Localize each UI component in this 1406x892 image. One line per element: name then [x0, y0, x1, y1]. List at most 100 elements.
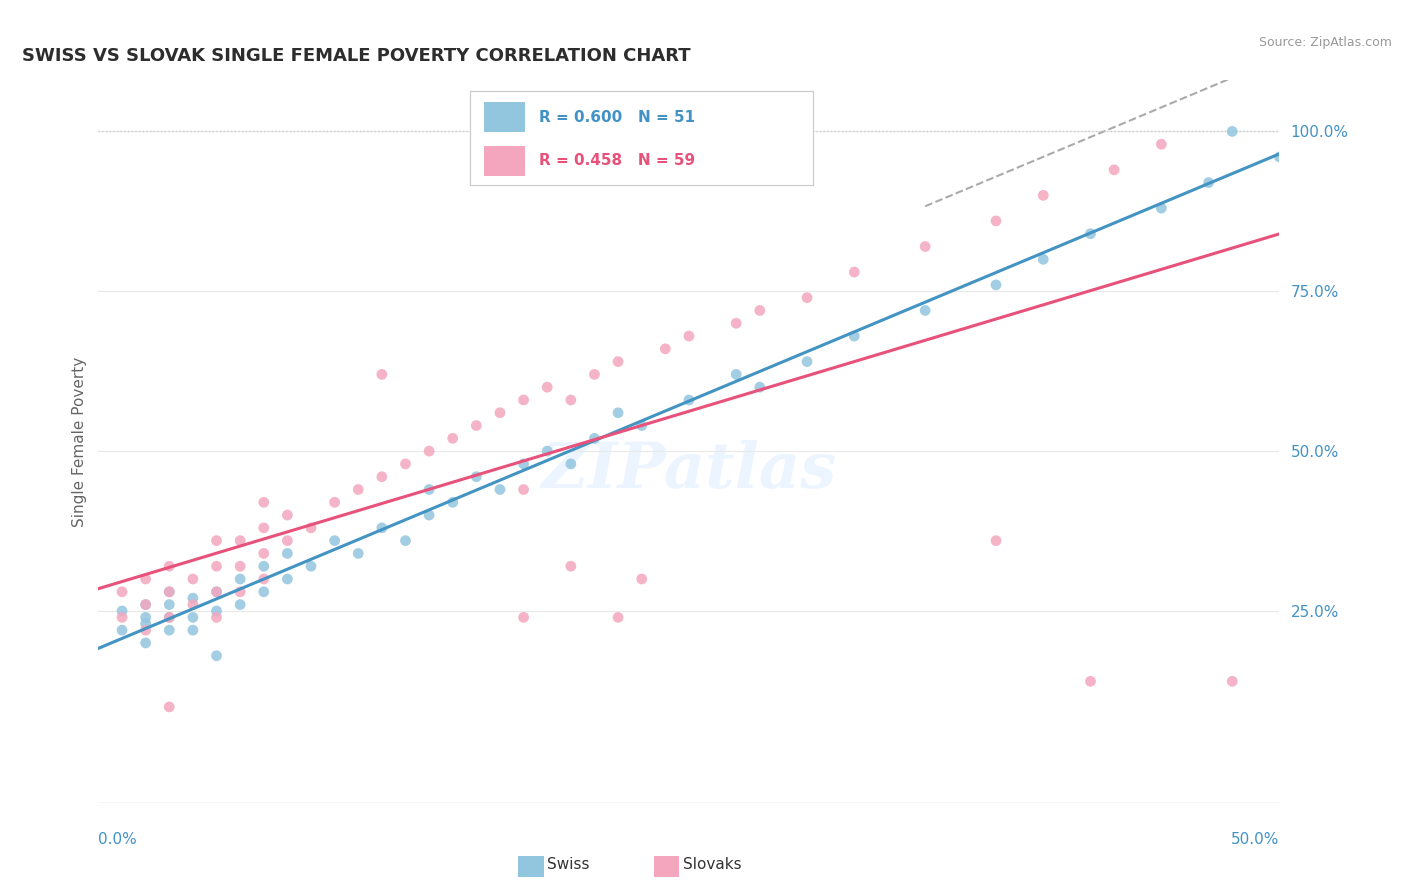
Point	[512, 392, 534, 407]
Point	[205, 648, 228, 663]
Point	[796, 291, 818, 305]
Point	[914, 303, 936, 318]
Point	[253, 584, 276, 599]
Point	[1032, 252, 1054, 267]
Point	[583, 368, 606, 382]
Point	[748, 303, 770, 318]
Point	[323, 495, 346, 509]
Point	[135, 598, 157, 612]
Y-axis label: Single Female Poverty: Single Female Poverty	[72, 357, 87, 526]
Point	[276, 508, 298, 522]
Point	[748, 124, 770, 138]
Point	[181, 598, 204, 612]
Point	[1268, 150, 1291, 164]
Point	[205, 584, 228, 599]
Point	[1220, 674, 1243, 689]
Point	[181, 591, 204, 606]
Point	[1150, 137, 1173, 152]
Point	[512, 483, 534, 497]
Point	[984, 214, 1007, 228]
Point	[748, 380, 770, 394]
Point	[512, 457, 534, 471]
Point	[253, 559, 276, 574]
Point	[299, 559, 322, 574]
Text: Slovaks: Slovaks	[683, 856, 741, 871]
Point	[1150, 201, 1173, 215]
Point	[205, 610, 228, 624]
Point	[489, 406, 512, 420]
Point	[725, 368, 748, 382]
Point	[111, 604, 134, 618]
Point	[157, 610, 180, 624]
Point	[135, 610, 157, 624]
Point	[394, 533, 416, 548]
Point	[135, 636, 157, 650]
Point	[253, 495, 276, 509]
Point	[1080, 674, 1102, 689]
Point	[512, 610, 534, 624]
FancyBboxPatch shape	[654, 855, 679, 877]
Point	[678, 124, 700, 138]
Point	[135, 598, 157, 612]
Point	[229, 584, 252, 599]
Point	[229, 598, 252, 612]
Text: 50.0%: 50.0%	[1232, 831, 1279, 847]
Point	[135, 623, 157, 637]
Point	[630, 418, 652, 433]
Point	[844, 329, 866, 343]
Point	[205, 584, 228, 599]
Point	[157, 699, 180, 714]
Point	[560, 559, 582, 574]
Point	[465, 418, 488, 433]
Point	[418, 444, 440, 458]
Point	[607, 354, 630, 368]
Point	[276, 546, 298, 560]
Point	[299, 521, 322, 535]
Point	[229, 559, 252, 574]
Point	[607, 406, 630, 420]
Point	[253, 521, 276, 535]
Point	[157, 610, 180, 624]
Point	[560, 392, 582, 407]
Point	[725, 316, 748, 330]
Point	[654, 342, 676, 356]
Point	[371, 469, 394, 483]
Point	[1198, 176, 1220, 190]
Point	[229, 572, 252, 586]
Point	[489, 483, 512, 497]
Point	[181, 623, 204, 637]
Point	[371, 368, 394, 382]
Point	[630, 572, 652, 586]
Point	[276, 533, 298, 548]
Point	[157, 584, 180, 599]
Point	[205, 604, 228, 618]
Point	[984, 533, 1007, 548]
Point	[394, 457, 416, 471]
Point	[276, 572, 298, 586]
Point	[441, 495, 464, 509]
Point	[111, 584, 134, 599]
Point	[135, 616, 157, 631]
Point	[229, 533, 252, 548]
Point	[253, 546, 276, 560]
Point	[181, 572, 204, 586]
Point	[135, 572, 157, 586]
Point	[607, 610, 630, 624]
Text: Source: ZipAtlas.com: Source: ZipAtlas.com	[1258, 36, 1392, 49]
Point	[536, 380, 558, 394]
FancyBboxPatch shape	[517, 855, 544, 877]
Point	[1080, 227, 1102, 241]
Point	[205, 533, 228, 548]
Point	[205, 559, 228, 574]
Point	[347, 483, 370, 497]
Point	[418, 508, 440, 522]
Point	[1220, 124, 1243, 138]
Point	[465, 469, 488, 483]
Point	[844, 265, 866, 279]
Point	[441, 431, 464, 445]
Point	[347, 546, 370, 560]
Point	[583, 431, 606, 445]
Point	[323, 533, 346, 548]
Point	[1032, 188, 1054, 202]
Text: 0.0%: 0.0%	[98, 831, 138, 847]
